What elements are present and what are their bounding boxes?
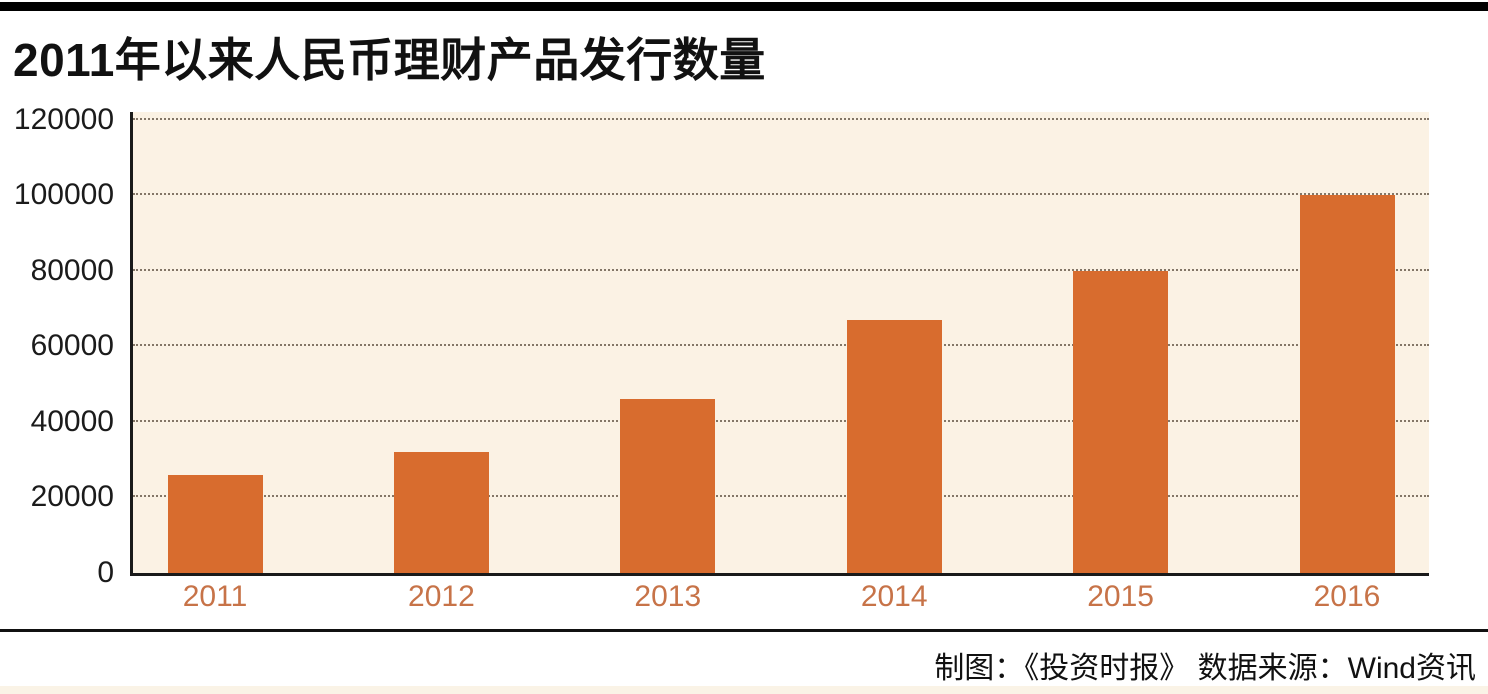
bar-2011 [167, 474, 263, 573]
y-tick-label: 60000 [30, 329, 114, 363]
bar-2013 [620, 399, 716, 573]
bar-2012 [393, 452, 489, 573]
y-axis: 0 20000 40000 60000 80000 100000 120000 [0, 104, 114, 587]
y-tick-label: 40000 [30, 404, 114, 438]
y-tick-label: 80000 [30, 253, 114, 287]
bar-2015 [1073, 270, 1169, 573]
x-tick-label: 2012 [408, 580, 475, 613]
top-accent-bar [0, 2, 1488, 11]
bar-2016 [1299, 195, 1395, 573]
y-tick-label: 120000 [13, 102, 114, 136]
y-tick-label: 0 [97, 556, 114, 589]
plot-area [130, 112, 1429, 576]
chart-title: 2011年以来人民币理财产品发行数量 [13, 34, 766, 86]
gridline [133, 193, 1429, 196]
x-tick-label: 2013 [634, 580, 702, 613]
x-tick-label: 2014 [860, 580, 928, 613]
x-tick-label: 2011 [182, 580, 248, 613]
gridline [133, 419, 1429, 422]
footer-divider [0, 629, 1488, 632]
bottom-accent-strip [0, 686, 1488, 694]
chart-credit: 制图：《投资时报》 数据来源：Wind资讯 [934, 652, 1476, 685]
x-tick-label: 2016 [1313, 580, 1381, 613]
gridline [133, 495, 1429, 498]
gridline [133, 268, 1429, 271]
y-tick-label: 100000 [13, 178, 114, 212]
x-tick-label: 2015 [1087, 580, 1154, 613]
gridline [133, 344, 1429, 347]
bar-2014 [846, 319, 942, 573]
y-tick-label: 20000 [30, 480, 114, 514]
gridline [133, 117, 1429, 120]
x-axis: 2011 2012 2013 2014 2015 2016 [133, 582, 1429, 620]
